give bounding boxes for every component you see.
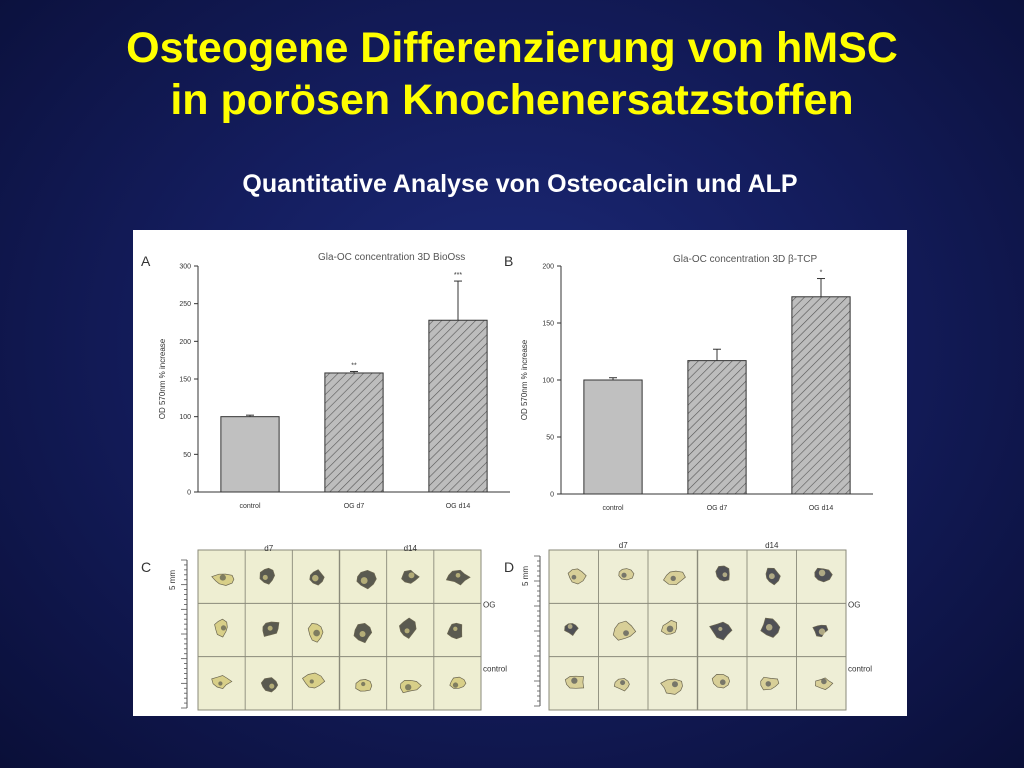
bone-sample-detail	[567, 624, 573, 629]
scale-label: 5 mm	[521, 566, 530, 586]
bone-sample	[715, 565, 730, 582]
scale-label: 5 mm	[168, 570, 177, 590]
row-label: control	[848, 664, 872, 673]
bone-sample-detail	[765, 681, 772, 687]
significance-marker: **	[351, 362, 357, 369]
chart-a: A Gla-OC concentration 3D BioOss 0 50 100 150…	[141, 252, 510, 510]
slide-title-line1: Osteogene Differenzierung von hMSC	[126, 24, 898, 72]
bone-sample-detail	[670, 575, 676, 582]
bone-sample-detail	[571, 677, 578, 684]
bone-sample-detail	[405, 684, 412, 691]
bone-sample	[567, 568, 587, 585]
bone-sample-detail	[768, 573, 775, 580]
panel-letter-d: D	[504, 559, 514, 575]
bar-og-d7	[687, 360, 747, 495]
day-label: d14	[404, 544, 418, 553]
day-label: d7	[619, 541, 628, 550]
row-label: OG	[848, 600, 860, 609]
bone-sample-detail	[269, 683, 275, 689]
bone-sample-detail	[719, 679, 726, 686]
slide-subtitle: Quantitative Analyse von Osteocalcin und…	[242, 170, 798, 198]
figure-panel: A Gla-OC concentration 3D BioOss 0 50 100 150…	[133, 230, 907, 716]
bone-sample-detail	[821, 678, 827, 685]
bar-og-d14	[791, 296, 851, 495]
bone-sample-detail	[220, 625, 227, 631]
day-label: d7	[264, 544, 273, 553]
bone-sample-detail	[408, 572, 415, 579]
photo-d: D 5 mm d7 d14 OG control	[504, 541, 872, 711]
bar-control	[220, 416, 280, 493]
bone-sample-detail	[361, 681, 366, 687]
x-tick-label: OG d14	[809, 505, 834, 512]
bone-sample-detail	[571, 574, 577, 580]
bone-sample-detail	[262, 574, 268, 581]
slide-title: Osteogene Differenzierung von hMSC in po…	[0, 22, 1024, 126]
y-tick-label: 200	[542, 264, 554, 271]
bone-sample-detail	[621, 572, 627, 578]
chart-b: B Gla-OC concentration 3D β-TCP 0 50 100 150 2…	[504, 253, 873, 512]
y-axis-label: OD 570nm % increase	[520, 339, 529, 420]
x-tick-label: OG d7	[707, 505, 728, 512]
significance-marker: *	[820, 270, 823, 277]
bone-sample-detail	[671, 681, 678, 688]
bone-sample-detail	[360, 577, 368, 584]
bone-sample-detail	[359, 630, 366, 637]
slide-title-line2: in porösen Knochenersatzstoffen	[170, 76, 854, 124]
bone-sample	[446, 622, 463, 640]
chart-title: Gla-OC concentration 3D β-TCP	[673, 254, 817, 265]
x-tick-label: OG d7	[344, 503, 365, 510]
y-tick-label: 150	[542, 321, 554, 328]
row-label: OG	[483, 600, 495, 609]
bone-sample-detail	[404, 628, 410, 634]
y-tick-label: 100	[179, 414, 191, 421]
bone-sample	[260, 677, 279, 693]
y-axis-label: OD 570nm % increase	[158, 338, 167, 419]
bone-sample-detail	[620, 680, 626, 686]
bone-sample-detail	[453, 626, 458, 631]
significance-marker: ***	[454, 272, 462, 279]
bone-sample-detail	[765, 624, 773, 631]
bone-sample-detail	[818, 628, 826, 635]
y-tick-label: 100	[542, 378, 554, 385]
x-tick-label: control	[239, 503, 260, 510]
y-tick-label: 200	[179, 339, 191, 346]
y-tick-label: 50	[183, 452, 191, 459]
chart-title: Gla-OC concentration 3D BioOss	[318, 252, 465, 263]
bar-control	[583, 379, 643, 495]
y-tick-label: 150	[179, 377, 191, 384]
bone-sample-detail	[623, 630, 629, 637]
bar-og-d7	[324, 372, 384, 493]
bone-sample-detail	[267, 625, 273, 631]
photo-c: C 5 mm d7 d14 OG control	[141, 544, 507, 711]
y-tick-label: 0	[187, 490, 191, 497]
bone-sample-detail	[452, 682, 459, 688]
bone-sample	[399, 617, 417, 639]
x-tick-label: control	[602, 505, 623, 512]
bone-sample-detail	[666, 625, 674, 633]
y-tick-label: 300	[179, 264, 191, 271]
y-tick-label: 50	[546, 435, 554, 442]
y-tick-label: 250	[179, 301, 191, 308]
panel-letter-a: A	[141, 253, 151, 269]
x-tick-label: OG d14	[446, 503, 471, 510]
bone-sample-detail	[218, 681, 223, 686]
bone-sample-detail	[455, 572, 461, 578]
panel-letter-b: B	[504, 253, 513, 269]
bone-sample-detail	[818, 569, 826, 577]
bone-sample-detail	[219, 574, 226, 581]
y-tick-label: 0	[550, 492, 554, 499]
bone-sample-detail	[718, 626, 723, 632]
bone-sample-detail	[313, 629, 320, 637]
day-label: d14	[765, 541, 779, 550]
bone-sample-detail	[312, 574, 319, 582]
panel-letter-c: C	[141, 559, 151, 575]
bone-sample-detail	[309, 679, 314, 684]
bone-sample-detail	[722, 572, 728, 578]
bone-sample	[709, 621, 733, 641]
figure-svg: A Gla-OC concentration 3D BioOss 0 50 100 150…	[141, 252, 873, 711]
bar-og-d14	[428, 319, 488, 493]
row-label: control	[483, 664, 507, 673]
